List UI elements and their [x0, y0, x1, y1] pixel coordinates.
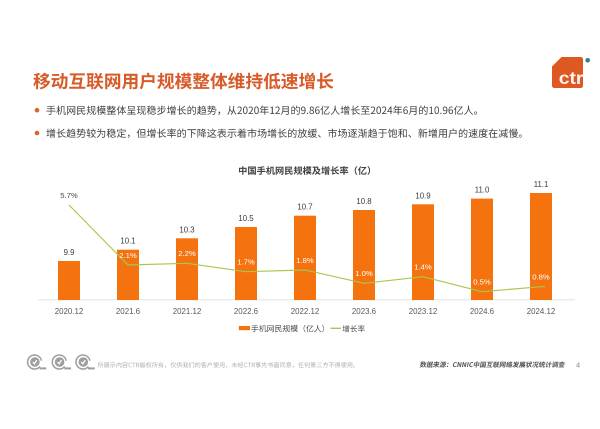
svg-text:2.1%: 2.1%	[119, 251, 137, 260]
svg-text:10.7: 10.7	[297, 203, 312, 212]
svg-text:0.8%: 0.8%	[532, 273, 550, 282]
svg-text:2020.12: 2020.12	[55, 307, 84, 316]
svg-text:ctr: ctr	[559, 68, 584, 88]
svg-text:10.1: 10.1	[120, 237, 135, 246]
svg-text:2022.6: 2022.6	[234, 307, 259, 316]
svg-text:2023.12: 2023.12	[409, 307, 438, 316]
svg-text:1.8%: 1.8%	[296, 256, 314, 265]
svg-text:1.4%: 1.4%	[414, 263, 432, 272]
svg-text:1.0%: 1.0%	[355, 269, 373, 278]
svg-text:11.0: 11.0	[475, 186, 490, 195]
svg-text:2021.6: 2021.6	[116, 307, 141, 316]
svg-text:2021.12: 2021.12	[173, 307, 202, 316]
svg-text:2024.12: 2024.12	[527, 307, 556, 316]
svg-text:10.9: 10.9	[415, 191, 430, 200]
svg-text:1.7%: 1.7%	[237, 258, 255, 267]
svg-text:9.9: 9.9	[64, 248, 75, 257]
svg-text:2.2%: 2.2%	[178, 249, 196, 258]
svg-text:5.7%: 5.7%	[60, 191, 78, 200]
svg-text:4: 4	[576, 361, 580, 370]
svg-text:2024.6: 2024.6	[470, 307, 495, 316]
svg-text:2022.12: 2022.12	[291, 307, 320, 316]
svg-text:11.1: 11.1	[534, 180, 549, 189]
svg-text:2023.6: 2023.6	[352, 307, 377, 316]
svg-text:0.5%: 0.5%	[473, 278, 491, 287]
svg-text:10.5: 10.5	[238, 214, 254, 223]
svg-text:10.3: 10.3	[179, 225, 194, 234]
svg-text:10.8: 10.8	[356, 197, 371, 206]
